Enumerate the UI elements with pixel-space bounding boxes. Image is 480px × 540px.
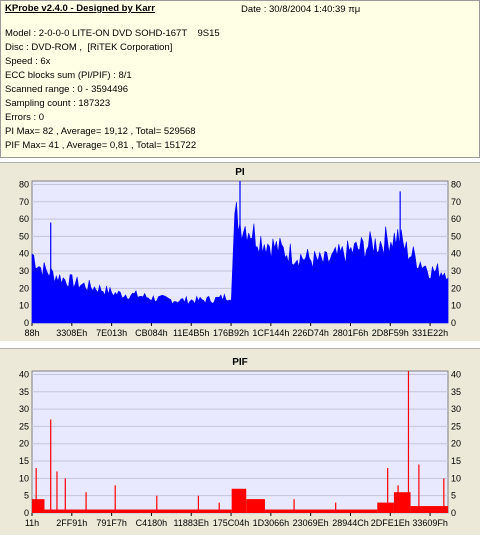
pi-chart-panel: PI 0 0 10 10 20 20 30 30 40 40 50 50 60 60 70 70 80 80 88h 3… [0, 162, 480, 341]
range-line: Scanned range : 0 - 3594496 [5, 84, 129, 95]
x-tick-label: 1CF144h [252, 328, 289, 338]
x-tick-label: 1D3066h [253, 518, 290, 528]
pif-chart: PIF 0 0 5 5 10 10 15 15 20 20 25 25 30 30 35 35 40 40 11h 2F… [19, 357, 461, 528]
y-tick-label-left: 5 [24, 491, 29, 501]
pif-bar [32, 499, 45, 513]
x-tick-label: 88h [24, 328, 39, 338]
y-tick-label-left: 30 [19, 266, 29, 276]
model-line: Model : 2-0-0-0 LITE-ON DVD SOHD-167T 9S… [5, 28, 220, 39]
y-tick-label-left: 20 [19, 439, 29, 449]
y-tick-label-left: 30 [19, 404, 29, 414]
y-tick-label-right: 80 [451, 179, 461, 189]
pif-bar [410, 506, 448, 513]
y-tick-label-right: 15 [451, 456, 461, 466]
speed-line: Speed : 6x [5, 56, 51, 67]
x-tick-label: 791F7h [96, 518, 127, 528]
y-tick-label-right: 0 [451, 508, 456, 518]
x-tick-label: C4180h [136, 518, 168, 528]
y-tick-label-right: 70 [451, 197, 461, 207]
y-tick-label-left: 70 [19, 197, 29, 207]
y-tick-label-left: 10 [19, 473, 29, 483]
pi-chart: PI 0 0 10 10 20 20 30 30 40 40 50 50 60 60 70 70 80 80 88h 3… [19, 167, 461, 338]
y-tick-label-right: 30 [451, 266, 461, 276]
y-tick-label-left: 20 [19, 283, 29, 293]
y-tick-label-left: 15 [19, 456, 29, 466]
y-tick-label-right: 0 [451, 318, 456, 328]
ecc-line: ECC blocks sum (PI/PIF) : 8/1 [5, 70, 132, 81]
chart-title: PI [235, 167, 245, 178]
disc-line: Disc : DVD-ROM , [RiTEK Corporation] [5, 42, 173, 53]
y-tick-label-right: 40 [451, 369, 461, 379]
y-tick-label-left: 10 [19, 301, 29, 311]
x-tick-label: 23069Eh [293, 518, 329, 528]
y-tick-label-right: 30 [451, 404, 461, 414]
x-tick-label: 7E013h [96, 328, 127, 338]
y-tick-label-left: 40 [19, 249, 29, 259]
x-tick-label: 28944Ch [332, 518, 369, 528]
x-tick-label: 11E4B5h [173, 328, 209, 338]
x-tick-label: 226D74h [292, 328, 329, 338]
x-tick-label: 2FF91h [56, 518, 87, 528]
errors-line: Errors : 0 [5, 112, 45, 123]
x-tick-label: 11883Eh [174, 518, 209, 528]
pif-bar [44, 509, 232, 513]
y-tick-label-right: 25 [451, 421, 461, 431]
pi-stats-line: PI Max= 82 , Average= 19,12 , Total= 529… [5, 126, 196, 137]
y-tick-label-right: 5 [451, 491, 456, 501]
y-tick-label-right: 20 [451, 283, 461, 293]
y-tick-label-left: 0 [24, 508, 29, 518]
sampling-line: Sampling count : 187323 [5, 98, 111, 109]
y-tick-label-right: 40 [451, 249, 461, 259]
y-tick-label-right: 60 [451, 214, 461, 224]
y-tick-label-left: 40 [19, 369, 29, 379]
y-tick-label-right: 20 [451, 439, 461, 449]
scan-date: Date : 30/8/2004 1:40:39 πμ [241, 4, 361, 15]
x-tick-label: 11h [25, 518, 39, 528]
y-tick-label-right: 10 [451, 473, 461, 483]
x-tick-label: 176B92h [213, 328, 249, 338]
x-tick-label: 2801F6h [333, 328, 369, 338]
y-tick-label-right: 35 [451, 387, 461, 397]
y-tick-label-left: 0 [24, 318, 29, 328]
x-tick-label: 175C04h [213, 518, 250, 528]
y-tick-label-left: 60 [19, 214, 29, 224]
y-tick-label-left: 50 [19, 231, 29, 241]
x-tick-label: 3308Eh [56, 328, 87, 338]
y-tick-label-right: 10 [451, 301, 461, 311]
app-title: KProbe v2.4.0 - Designed by Karr [5, 3, 155, 14]
x-tick-label: 2DFE1Eh [371, 518, 410, 528]
pif-bar [377, 502, 394, 513]
x-tick-label: 33609Fh [412, 518, 448, 528]
y-tick-label-left: 35 [19, 387, 29, 397]
info-panel: KProbe v2.4.0 - Designed by Karr Date : … [0, 0, 480, 158]
pif-chart-panel: PIF 0 0 5 5 10 10 15 15 20 20 25 25 30 30 35 35 40 40 11h 2F… [0, 348, 480, 535]
y-tick-label-left: 25 [19, 421, 29, 431]
y-tick-label-right: 50 [451, 231, 461, 241]
pif-bar [264, 509, 378, 513]
pif-stats-line: PIF Max= 41 , Average= 0,81 , Total= 151… [5, 140, 197, 151]
pif-bar [231, 488, 247, 513]
y-tick-label-left: 80 [19, 179, 29, 189]
pif-bar [246, 499, 265, 513]
x-tick-label: CB084h [135, 328, 168, 338]
x-tick-label: 331E22h [412, 328, 448, 338]
x-tick-label: 2D8F59h [372, 328, 409, 338]
chart-title: PIF [232, 357, 248, 368]
